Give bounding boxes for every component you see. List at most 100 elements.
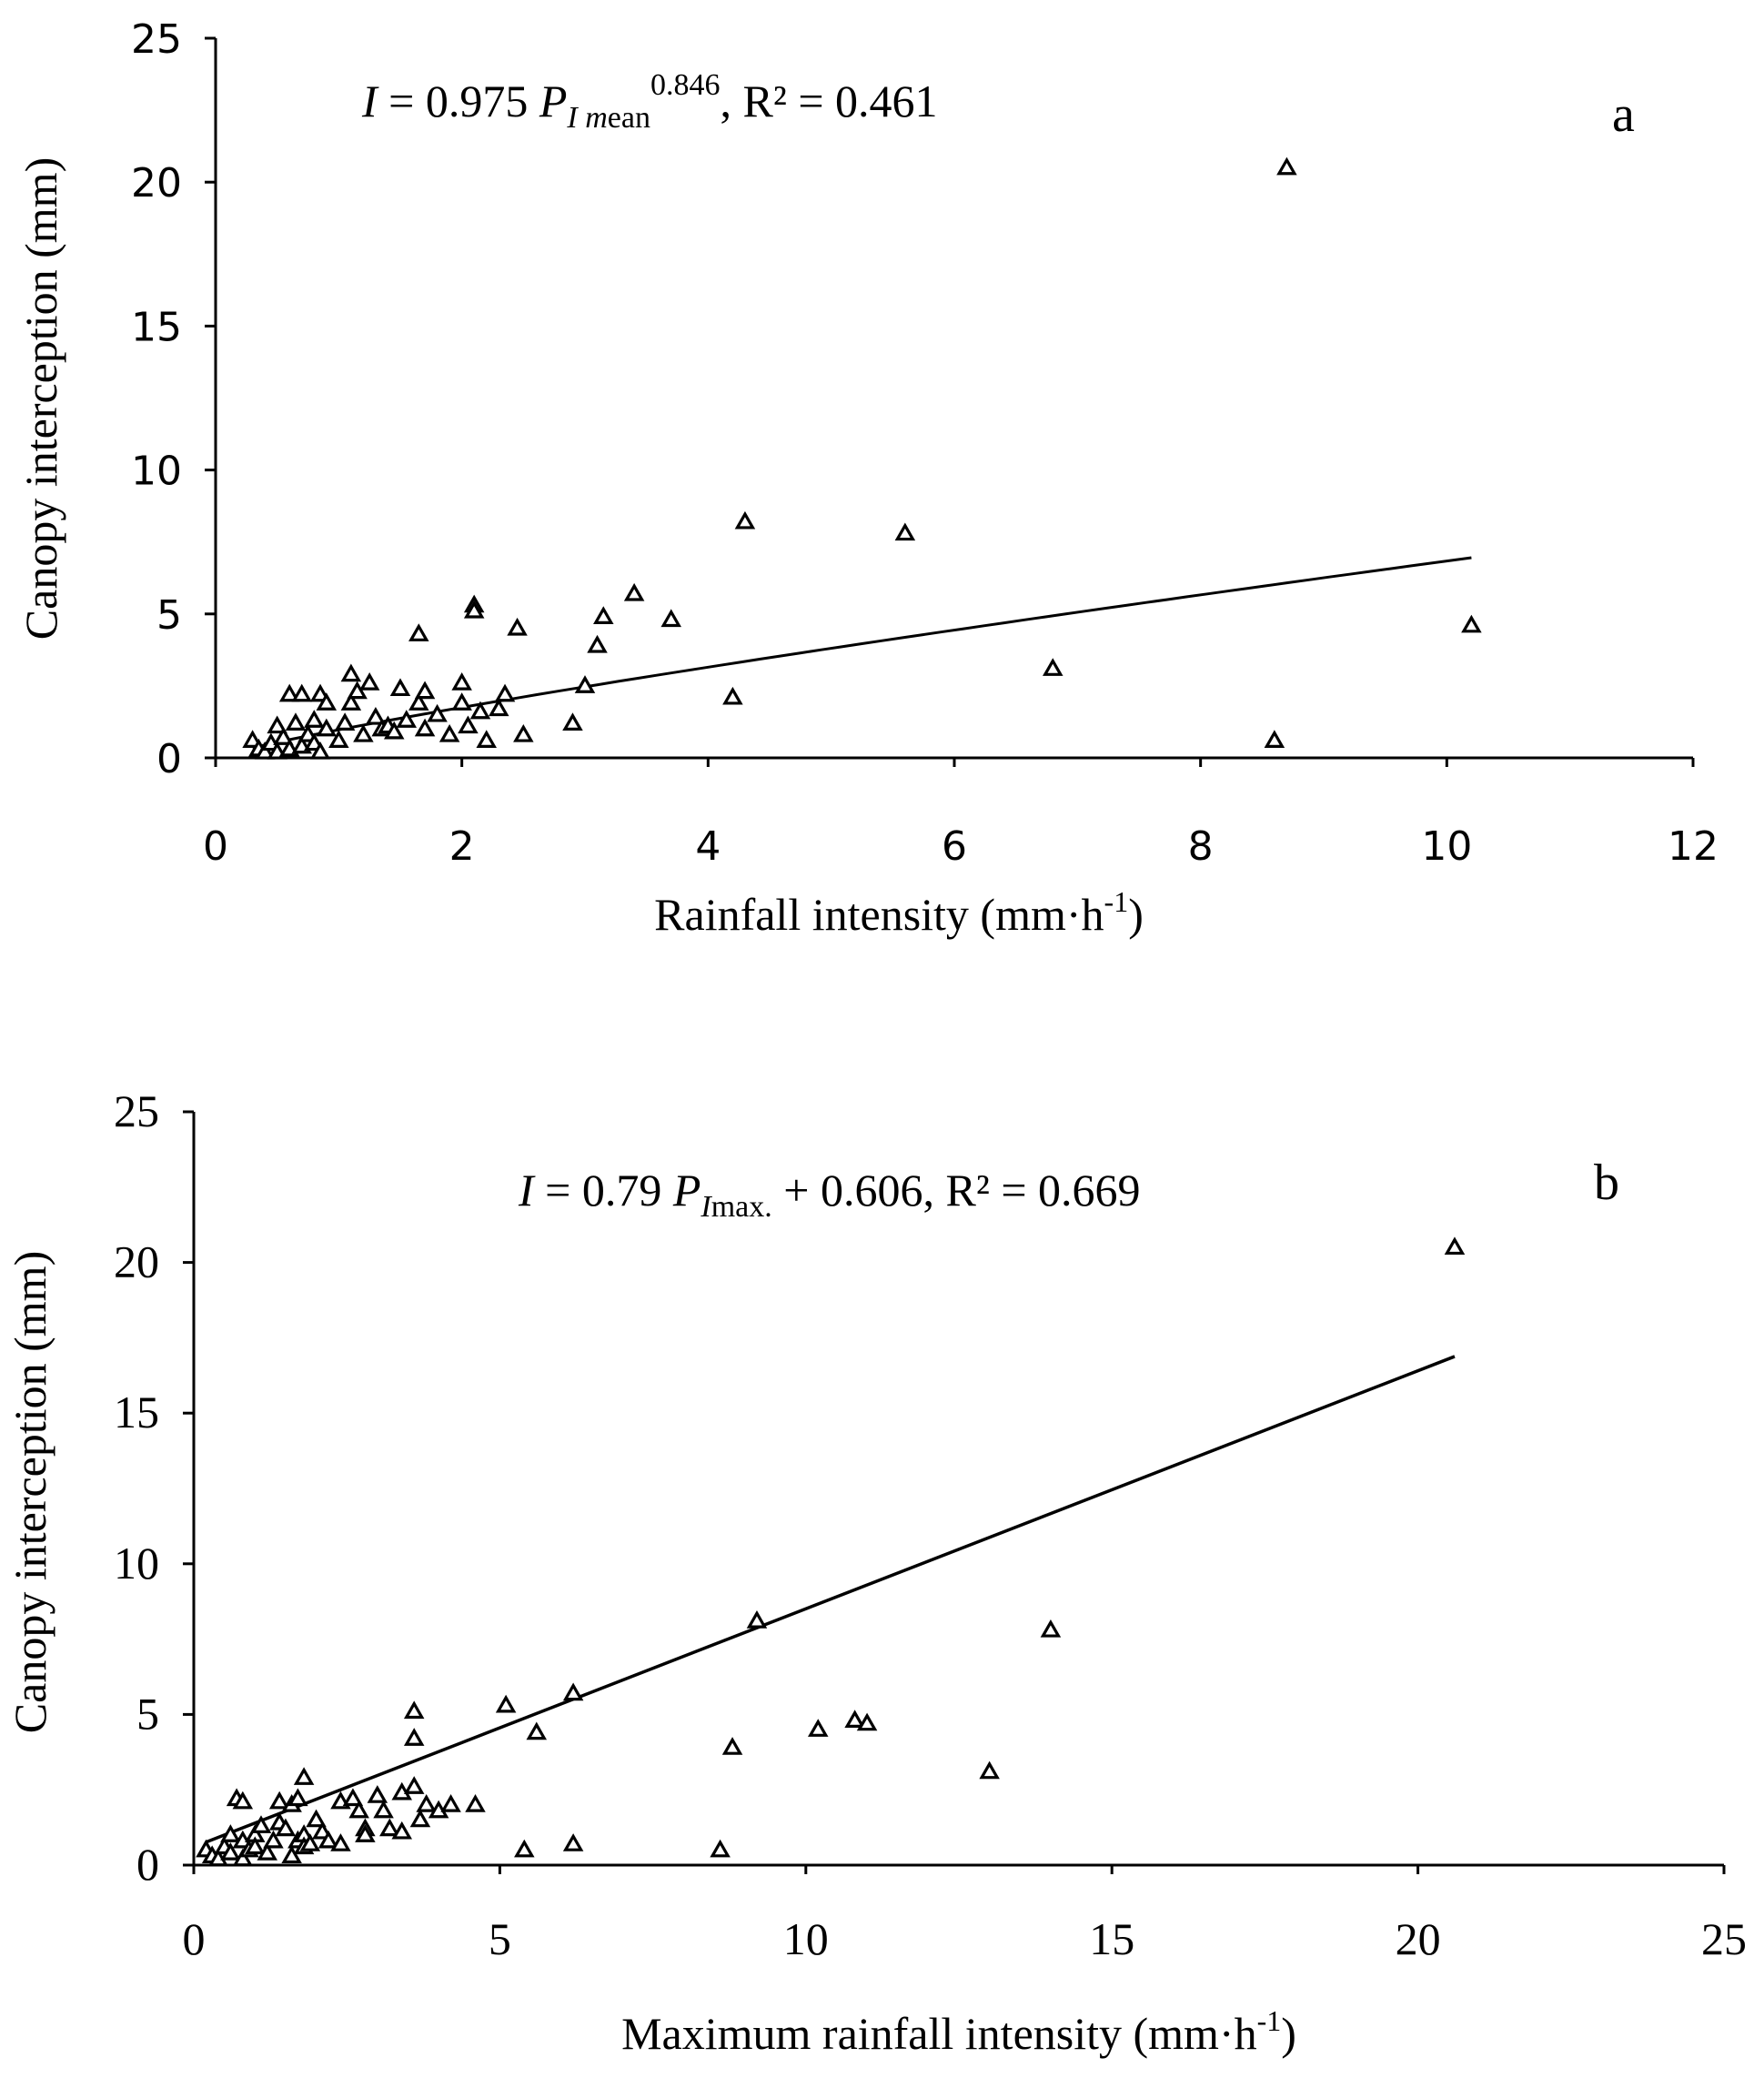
panel-a-data-point — [340, 692, 362, 711]
panel-b-data-point — [257, 1842, 277, 1861]
panel-a-y-tick-label: 20 — [131, 160, 182, 207]
panel-b-data-point — [250, 1815, 272, 1833]
panel-b-data-point — [440, 1794, 461, 1812]
panel-a-tick-labels: 0 2 4 6 8 10 12 0 5 10 15 20 25 — [131, 16, 1719, 870]
panel-a-data-point — [463, 600, 485, 619]
panel-a-y-axis-label: Canopy interception (mm) — [15, 157, 66, 640]
panel-a-x-tick-label: 8 — [1188, 823, 1214, 870]
panel-a-data-point — [334, 712, 356, 731]
panel-b-data-point — [318, 1830, 339, 1849]
panel-b-data-point — [373, 1800, 394, 1819]
panel-b-data-point — [526, 1721, 548, 1740]
panel-b-data-point — [367, 1785, 388, 1803]
panel-a-data-point — [408, 692, 429, 711]
panel-b-data-point — [1444, 1236, 1466, 1256]
panel-a-data-point — [304, 710, 325, 728]
panel-a-data-point — [593, 606, 614, 624]
panel-a-data-point — [408, 623, 429, 641]
panel-a-data-point — [438, 723, 460, 742]
panel-b-data-point — [495, 1694, 517, 1713]
panel-b-data-point — [856, 1712, 878, 1731]
panel-a-data-point — [365, 706, 387, 725]
panel-a-data-point — [347, 681, 368, 700]
panel-b-data-point — [293, 1767, 315, 1785]
panel-a-data-point — [278, 683, 300, 702]
panel-a-data-point — [316, 718, 338, 737]
panel-a-data-point — [427, 703, 448, 722]
panel-b-data-point — [220, 1842, 241, 1861]
panel-b-data-point — [403, 1776, 425, 1794]
panel-a-y-tick-label: 25 — [131, 16, 182, 63]
panel-b-data-point — [979, 1760, 1000, 1780]
panel-a-data-point — [587, 634, 608, 653]
panel-a-data-point — [562, 712, 583, 731]
panel-b-label: b — [1594, 1155, 1619, 1211]
panel-b-data-point — [268, 1791, 290, 1810]
panel-b-x-tick-label: 20 — [1396, 1913, 1441, 1964]
panel-a-y-tick-label: 15 — [131, 304, 182, 350]
panel-b-data-point — [281, 1845, 302, 1864]
panel-b-equation: I = 0.79 PImax. + 0.606, R² = 0.669 — [518, 1165, 1141, 1224]
panel-a-data-point — [340, 663, 362, 682]
panel-a-y-tick-label: 0 — [156, 736, 182, 782]
panel-a-data-point — [414, 681, 436, 700]
panel-b-data-point — [844, 1710, 865, 1728]
panel-b-y-tick-label: 20 — [114, 1236, 159, 1287]
panel-b-y-tick-label: 5 — [136, 1688, 159, 1739]
panel-a-y-tick-label: 10 — [131, 449, 182, 495]
panel-b-data-point — [409, 1809, 431, 1828]
panel-a-x-tick-label: 2 — [449, 823, 475, 870]
panel-b-x-tick-label: 0 — [183, 1913, 206, 1964]
panel-b-data-point — [416, 1794, 437, 1812]
panel-b-ticks — [183, 1110, 1726, 1874]
panel-b-fit-line — [205, 1355, 1456, 1844]
panel-b-data-point — [232, 1791, 254, 1810]
panel-a-x-tick-label: 12 — [1668, 823, 1719, 870]
panel-b-data-point — [721, 1737, 743, 1755]
panel-b-data-points — [196, 1236, 1466, 1867]
panel-b-data-point — [514, 1839, 535, 1858]
panel-a-data-point — [507, 617, 528, 636]
panel-b-data-point — [245, 1836, 266, 1855]
panel-a-data-point — [267, 715, 287, 734]
panel-a-data-point — [285, 712, 307, 731]
panel-a-x-tick-label: 6 — [942, 823, 967, 870]
panel-a-data-point — [353, 723, 374, 742]
panel-b-data-point — [391, 1821, 413, 1840]
panel-a-data-point — [414, 718, 436, 737]
panel-b-data-point — [403, 1700, 425, 1720]
panel-a-data-point — [1461, 614, 1482, 633]
panel-a-x-axis-label: Rainfall intensity (mm·h-1) — [654, 885, 1144, 940]
panel-a-data-point — [383, 721, 405, 740]
panel-a-equation: I = 0.975 PI mean0.846, R² = 0.461 — [361, 68, 938, 135]
panel-b-data-point — [562, 1833, 584, 1851]
panel-a-x-tick-label: 10 — [1421, 823, 1472, 870]
panel-b-y-axis-label: Canopy interception (mm) — [5, 1251, 55, 1733]
panel-a-data-point — [623, 582, 645, 601]
panel-a-x-tick-label: 0 — [203, 823, 228, 870]
panel-b-data-point — [287, 1788, 308, 1807]
panel-a-data-point — [451, 672, 472, 691]
panel-a-data-point — [254, 741, 276, 760]
panel-a-x-tick-label: 4 — [695, 823, 721, 870]
panel-b-data-point — [710, 1839, 731, 1858]
panel-b-data-point — [1040, 1619, 1062, 1638]
panel-a-ticks — [205, 36, 1695, 767]
panel-a-data-point — [291, 683, 312, 702]
panel-a-chart: 0 2 4 6 8 10 12 0 5 10 15 20 25 I = 0.975 PI mean0.8… — [15, 16, 1719, 940]
panel-a-data-point — [894, 522, 916, 541]
panel-a-data-point — [1276, 156, 1297, 176]
panel-a-data-points — [242, 156, 1482, 760]
panel-b-data-point — [379, 1818, 400, 1837]
panel-a-data-point — [309, 741, 331, 760]
panel-b-x-tick-label: 15 — [1089, 1913, 1134, 1964]
panel-a-data-point — [396, 710, 418, 728]
panel-a-data-point — [660, 609, 681, 628]
panel-b-data-point — [306, 1809, 327, 1828]
panel-b-x-tick-label: 10 — [783, 1913, 829, 1964]
panel-b-data-point — [342, 1788, 364, 1807]
panel-b-data-point — [232, 1848, 254, 1867]
panel-b-data-point — [299, 1833, 321, 1851]
panel-a-data-point — [328, 730, 349, 748]
